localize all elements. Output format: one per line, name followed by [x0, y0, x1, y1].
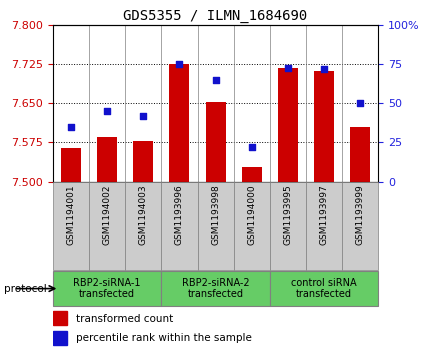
Point — [284, 65, 291, 70]
Text: percentile rank within the sample: percentile rank within the sample — [76, 334, 252, 343]
Text: GSM1193996: GSM1193996 — [175, 184, 184, 245]
Bar — [306, 182, 342, 270]
Bar — [270, 182, 306, 270]
Bar — [234, 182, 270, 270]
Text: GSM1193995: GSM1193995 — [283, 184, 293, 245]
Bar — [53, 311, 67, 325]
Point — [212, 77, 219, 83]
Bar — [270, 271, 378, 306]
Text: GSM1193999: GSM1193999 — [356, 184, 365, 245]
Bar — [342, 182, 378, 270]
Bar — [97, 137, 117, 182]
Bar — [161, 271, 270, 306]
Title: GDS5355 / ILMN_1684690: GDS5355 / ILMN_1684690 — [124, 9, 308, 23]
Text: control siRNA
transfected: control siRNA transfected — [291, 278, 357, 299]
Point — [176, 61, 183, 68]
Text: transformed count: transformed count — [76, 314, 173, 323]
Text: protocol: protocol — [4, 284, 47, 294]
Bar — [205, 102, 226, 182]
Point — [140, 113, 147, 119]
Bar — [314, 71, 334, 182]
Bar — [61, 148, 81, 182]
Bar — [53, 331, 67, 345]
Point — [103, 108, 110, 114]
Bar — [133, 141, 153, 182]
Text: GSM1194000: GSM1194000 — [247, 184, 256, 245]
Point — [321, 66, 328, 72]
Text: RBP2-siRNA-2
transfected: RBP2-siRNA-2 transfected — [182, 278, 249, 299]
Bar — [198, 182, 234, 270]
Bar — [89, 182, 125, 270]
Bar — [169, 65, 189, 182]
Text: RBP2-siRNA-1
transfected: RBP2-siRNA-1 transfected — [73, 278, 141, 299]
Point — [357, 101, 364, 106]
Bar — [125, 182, 161, 270]
Point — [248, 144, 255, 150]
Bar — [53, 182, 89, 270]
Text: GSM1194001: GSM1194001 — [66, 184, 75, 245]
Bar — [278, 68, 298, 182]
Text: GSM1193998: GSM1193998 — [211, 184, 220, 245]
Text: GSM1193997: GSM1193997 — [319, 184, 329, 245]
Bar — [350, 127, 370, 182]
Text: GSM1194002: GSM1194002 — [103, 184, 112, 245]
Bar — [161, 182, 198, 270]
Bar — [53, 271, 161, 306]
Bar — [242, 167, 262, 182]
Point — [67, 124, 74, 130]
Text: GSM1194003: GSM1194003 — [139, 184, 148, 245]
